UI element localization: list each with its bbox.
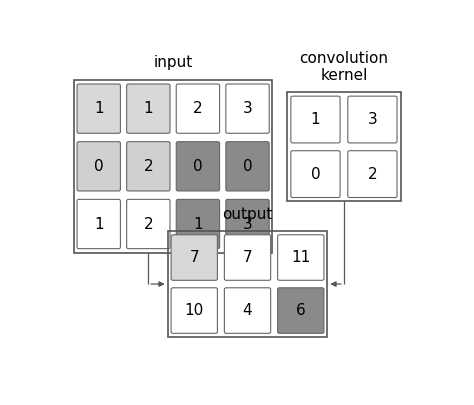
- Text: 2: 2: [144, 159, 153, 174]
- FancyBboxPatch shape: [291, 151, 340, 198]
- FancyBboxPatch shape: [226, 84, 269, 133]
- FancyBboxPatch shape: [176, 84, 219, 133]
- Bar: [74, 80, 272, 253]
- FancyBboxPatch shape: [77, 199, 120, 249]
- FancyBboxPatch shape: [348, 96, 397, 143]
- Text: input: input: [154, 55, 193, 70]
- FancyBboxPatch shape: [278, 288, 324, 333]
- FancyBboxPatch shape: [127, 199, 170, 249]
- FancyBboxPatch shape: [171, 288, 218, 333]
- Text: 1: 1: [310, 112, 320, 127]
- Text: 4: 4: [243, 303, 252, 318]
- Text: 7: 7: [243, 250, 252, 265]
- FancyBboxPatch shape: [171, 235, 218, 280]
- FancyBboxPatch shape: [77, 142, 120, 191]
- Text: 0: 0: [193, 159, 203, 174]
- FancyBboxPatch shape: [77, 84, 120, 133]
- FancyBboxPatch shape: [176, 199, 219, 249]
- Text: 6: 6: [296, 303, 306, 318]
- FancyBboxPatch shape: [291, 96, 340, 143]
- Text: 1: 1: [94, 217, 103, 232]
- FancyBboxPatch shape: [226, 199, 269, 249]
- FancyBboxPatch shape: [176, 142, 219, 191]
- Text: 7: 7: [190, 250, 199, 265]
- Text: output: output: [222, 207, 273, 222]
- Bar: [168, 231, 328, 337]
- Text: 11: 11: [291, 250, 310, 265]
- Text: 3: 3: [243, 101, 252, 116]
- Text: convolution
kernel: convolution kernel: [300, 51, 389, 83]
- Text: 0: 0: [94, 159, 103, 174]
- FancyBboxPatch shape: [224, 288, 271, 333]
- Text: 0: 0: [310, 166, 320, 181]
- FancyBboxPatch shape: [224, 235, 271, 280]
- FancyBboxPatch shape: [278, 235, 324, 280]
- FancyBboxPatch shape: [127, 84, 170, 133]
- Text: 2: 2: [144, 217, 153, 232]
- FancyBboxPatch shape: [226, 142, 269, 191]
- Text: 1: 1: [94, 101, 103, 116]
- FancyBboxPatch shape: [348, 151, 397, 198]
- FancyBboxPatch shape: [127, 142, 170, 191]
- Text: 3: 3: [367, 112, 377, 127]
- Text: 1: 1: [193, 217, 203, 232]
- Text: 0: 0: [243, 159, 252, 174]
- Text: 3: 3: [243, 217, 252, 232]
- Bar: [287, 92, 401, 201]
- Text: 2: 2: [193, 101, 203, 116]
- Text: 2: 2: [368, 166, 377, 181]
- Text: 10: 10: [185, 303, 204, 318]
- Text: 1: 1: [144, 101, 153, 116]
